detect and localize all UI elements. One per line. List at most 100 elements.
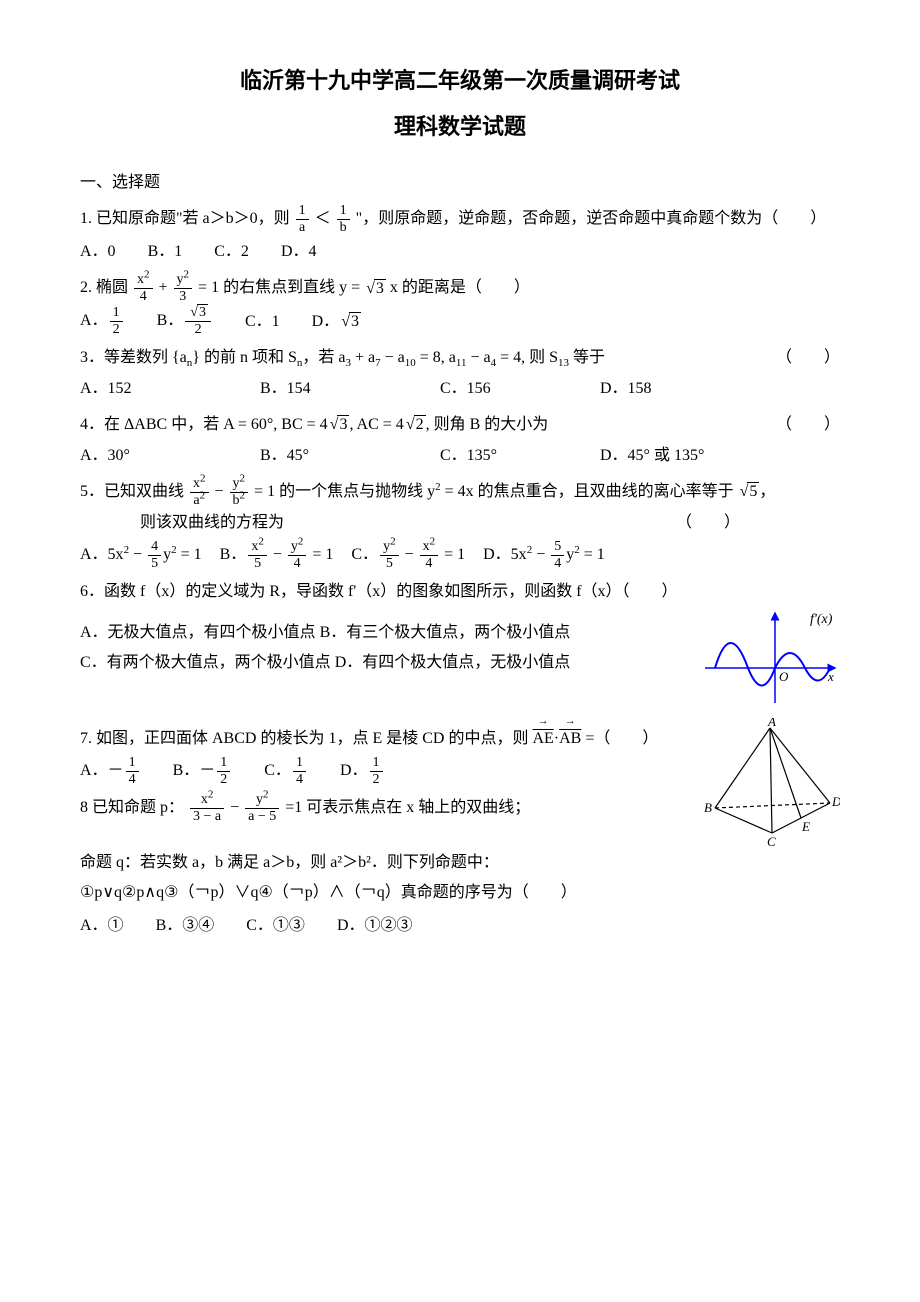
q3-opt-a: A．152 — [80, 374, 260, 404]
q2-opt-c: C．1 — [245, 307, 280, 337]
q3-opt-d: D．158 — [600, 374, 760, 404]
q3-stem: 3．等差数列 {an} 的前 n 项和 Sn，若 a3 + a7 − a10 =… — [80, 349, 605, 366]
frac-1-over-a: 1a — [296, 204, 309, 235]
svg-text:E: E — [801, 819, 810, 834]
q1-opt-b: B．1 — [148, 237, 183, 267]
q5-line2: 则该双曲线的方程为 （ ） — [80, 508, 840, 538]
q3-opt-b: B．154 — [260, 374, 440, 404]
q4-options: A．30° B．45° C．135° D．45° 或 135° — [80, 441, 840, 471]
q1-opt-c: C．2 — [214, 237, 249, 267]
q7-stem-a: 7. 如图，正四面体 ABCD 的棱长为 1，点 E 是棱 CD 的中点，则 — [80, 730, 532, 747]
q3-options: A．152 B．154 C．156 D．158 — [80, 374, 840, 404]
q8-options: A．① B．③④ C．①③ D．①②③ — [80, 911, 840, 941]
q2-stem-c: x 的距离是（ ） — [390, 280, 530, 297]
q1-lt: ＜ — [315, 210, 331, 227]
svg-text:A: A — [767, 718, 776, 729]
q6-opt-a: A．无极大值点，有四个极小值点 — [80, 624, 316, 641]
svg-text:D: D — [831, 794, 840, 809]
q5-stem-b: = 1 的一个焦点与抛物线 y — [254, 483, 435, 500]
q2-opt-b: B．32 — [157, 306, 213, 337]
q2-stem-b: = 1 的右焦点到直线 y = — [198, 280, 364, 297]
sqrt-2: 2 — [404, 410, 426, 440]
question-5: 5．已知双曲线 x2a2 − y2b2 = 1 的一个焦点与抛物线 y2 = 4… — [80, 477, 840, 508]
question-1: 1. 已知原命题"若 a＞b＞0，则 1a ＜ 1b "，则原命题，逆命题，否命… — [80, 204, 840, 235]
q7-options: A．－14 B．－12 C．14 D．12 — [80, 756, 690, 787]
q5-opt-c: C．y25 − x24 = 1 — [351, 540, 465, 571]
question-3: 3．等差数列 {an} 的前 n 项和 Sn，若 a3 + a7 − a10 =… — [80, 343, 840, 373]
frac-x2-a2: x2a2 — [190, 477, 209, 508]
q4-opt-c: C．135° — [440, 441, 600, 471]
question-7: 7. 如图，正四面体 ABCD 的棱长为 1，点 E 是棱 CD 的中点，则 →… — [80, 724, 690, 754]
q2-stem-a: 2. 椭圆 — [80, 280, 128, 297]
q5-options: A．5x2 − 45y2 = 1 B．x25 − y24 = 1 C．y25 −… — [80, 540, 840, 571]
sqrt-5: 5 — [738, 477, 760, 507]
svg-text:C: C — [767, 834, 776, 848]
q8-line3: ①p∨q②p∧q③（￢p）∨q④（￢p）∧（￢q）真命题的序号为（ ） — [80, 878, 840, 908]
q6-options: A．无极大值点，有四个极小值点 B．有三个极大值点，两个极小值点 C．有两个极大… — [80, 608, 690, 679]
sqrt-3: 3 — [364, 274, 386, 304]
q1-options: A．0 B．1 C．2 D．4 — [80, 237, 840, 267]
svg-text:O: O — [779, 669, 789, 684]
q6-figure: f'(x) O x — [700, 608, 840, 708]
q6-opt-c: C．有两个极大值点，两个极小值点 — [80, 654, 331, 671]
q4-stem-b: , AC = 4 — [349, 416, 403, 433]
q4-stem-c: , 则角 B 的大小为 — [426, 416, 549, 433]
q7-opt-c: C．14 — [264, 756, 308, 787]
q8-opt-c: C．①③ — [246, 911, 305, 941]
q7-stem-b: =（ ） — [585, 730, 658, 747]
q7-opt-b: B．－12 — [173, 756, 233, 787]
frac-y2-am5: y2a − 5 — [245, 793, 279, 824]
q5-stem-a: 5．已知双曲线 — [80, 483, 184, 500]
svg-text:f'(x): f'(x) — [810, 612, 833, 627]
q7-opt-a: A．－14 — [80, 756, 141, 787]
q4-opt-d: D．45° 或 135° — [600, 441, 780, 471]
q1-opt-a: A．0 — [80, 237, 116, 267]
section-heading: 一、选择题 — [80, 168, 840, 198]
q6-opt-b: B．有三个极大值点，两个极小值点 — [320, 624, 571, 641]
q5-opt-a: A．5x2 − 45y2 = 1 — [80, 540, 202, 571]
q7-opt-d: D．12 — [340, 756, 385, 787]
q5-paren: （ ） — [676, 508, 840, 538]
q3-paren: （ ） — [776, 343, 840, 373]
question-8: 8 已知命题 p： x23 − a − y2a − 5 =1 可表示焦点在 x … — [80, 793, 690, 824]
question-6: 6．函数 f（x）的定义域为 R，导函数 f'（x）的图象如图所示，则函数 f（… — [80, 577, 840, 607]
frac-y2-b2: y2b2 — [230, 477, 249, 508]
q8-opt-b: B．③④ — [156, 911, 215, 941]
q5-opt-b: B．x25 − y24 = 1 — [220, 540, 334, 571]
q4-opt-a: A．30° — [80, 441, 260, 471]
q4-paren: （ ） — [776, 410, 840, 440]
vec-ae: →AE — [532, 724, 553, 754]
q5-stem-d: ， — [759, 483, 775, 500]
frac-x2-3ma: x23 − a — [190, 793, 224, 824]
minus-sign-2: − — [230, 799, 243, 816]
q6-opt-d: D．有四个极大值点，无极小值点 — [335, 654, 571, 671]
frac-1-over-b: 1b — [337, 204, 350, 235]
q2-opt-d: D．3 — [312, 307, 361, 337]
frac-y2-3: y23 — [174, 273, 193, 304]
q1-stem-a: 1. 已知原命题"若 a＞b＞0，则 — [80, 210, 290, 227]
plus-sign: + — [159, 280, 172, 297]
q8-opt-a: A．① — [80, 911, 124, 941]
question-2: 2. 椭圆 x24 + y23 = 1 的右焦点到直线 y = 3 x 的距离是… — [80, 273, 840, 304]
q7-figure: A B C D E — [700, 718, 840, 848]
sqrt-3b: 3 — [328, 410, 350, 440]
q1-stem-c: "，则原命题，逆命题，否命题，逆否命题中真命题个数为（ ） — [356, 210, 827, 227]
q5-opt-d: D．5x2 − 54y2 = 1 — [483, 540, 605, 571]
q5-stem-c: = 4x 的焦点重合，且双曲线的离心率等于 — [441, 483, 734, 500]
q2-options: A．12 B．32 C．1 D．3 — [80, 306, 840, 337]
minus-sign: − — [215, 483, 228, 500]
q8-opt-d: D．①②③ — [337, 911, 413, 941]
question-4: 4．在 ΔABC 中，若 A = 60°, BC = 43, AC = 42, … — [80, 410, 840, 440]
q3-opt-c: C．156 — [440, 374, 600, 404]
svg-text:x: x — [827, 669, 834, 684]
q4-stem-a: 4．在 ΔABC 中，若 A = 60°, BC = 4 — [80, 416, 328, 433]
vec-ab: →AB — [559, 724, 581, 754]
page-subtitle: 理科数学试题 — [80, 106, 840, 148]
page-title: 临沂第十九中学高二年级第一次质量调研考试 — [80, 60, 840, 102]
q1-opt-d: D．4 — [281, 237, 317, 267]
q4-opt-b: B．45° — [260, 441, 440, 471]
q8-stem-a: 8 已知命题 p： — [80, 799, 184, 816]
q8-line2: 命题 q：若实数 a，b 满足 a＞b，则 a²＞b²．则下列命题中： — [80, 848, 840, 878]
frac-x2-4: x24 — [134, 273, 153, 304]
q2-opt-a: A．12 — [80, 306, 125, 337]
